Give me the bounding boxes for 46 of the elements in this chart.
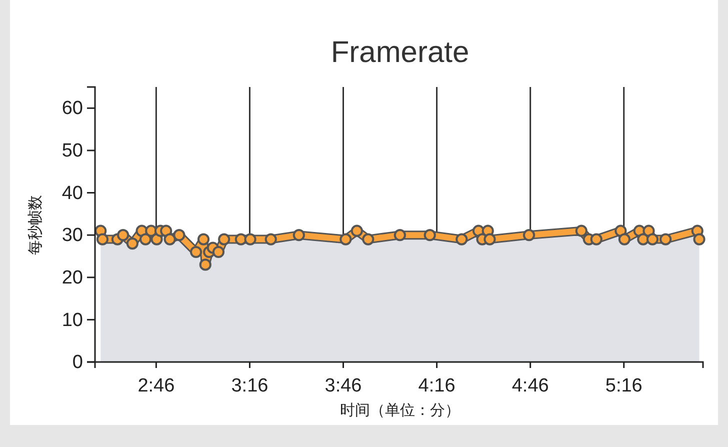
- y-tick-label: 30: [62, 225, 83, 246]
- y-tick-label: 20: [62, 267, 83, 288]
- y-tick-label: 50: [62, 140, 83, 162]
- point: [264, 233, 277, 246]
- y-tick-label: 0: [72, 352, 83, 374]
- x-tick-label: 4:46: [512, 375, 549, 396]
- point: [575, 224, 588, 237]
- x-tick-label: 2:46: [138, 375, 175, 396]
- x-axis-title: 时间（单位：分）: [340, 402, 460, 419]
- point: [190, 246, 202, 258]
- point: [244, 233, 256, 246]
- y-axis-title: 每秒帧数: [27, 195, 44, 255]
- x-tick-label: 4:16: [418, 375, 456, 396]
- y-tick-label: 60: [62, 98, 83, 120]
- point: [117, 229, 130, 242]
- point: [646, 233, 659, 246]
- point: [199, 258, 212, 271]
- point: [340, 233, 352, 246]
- point: [292, 229, 305, 242]
- point: [164, 233, 176, 246]
- point: [693, 233, 706, 246]
- point: [212, 246, 225, 258]
- point: [590, 233, 602, 246]
- point: [456, 233, 468, 246]
- point: [126, 238, 138, 250]
- point: [362, 233, 374, 246]
- point: [139, 233, 152, 246]
- point: [618, 233, 630, 246]
- x-tick-label: 3:46: [324, 375, 362, 396]
- x-tick-label: 3:16: [231, 375, 268, 396]
- point: [197, 233, 210, 246]
- point: [218, 233, 230, 246]
- point: [96, 233, 109, 246]
- y-tick-label: 40: [62, 182, 83, 204]
- point: [160, 224, 172, 237]
- point: [394, 229, 406, 242]
- x-tick-label: 5:16: [605, 375, 642, 396]
- y-tick-label: 10: [62, 310, 83, 331]
- point: [484, 233, 496, 246]
- point: [350, 224, 363, 237]
- point: [173, 229, 186, 242]
- chart-title: Framerate: [330, 36, 470, 69]
- point: [424, 229, 436, 242]
- point: [522, 229, 536, 242]
- point: [234, 233, 247, 246]
- point: [660, 233, 672, 246]
